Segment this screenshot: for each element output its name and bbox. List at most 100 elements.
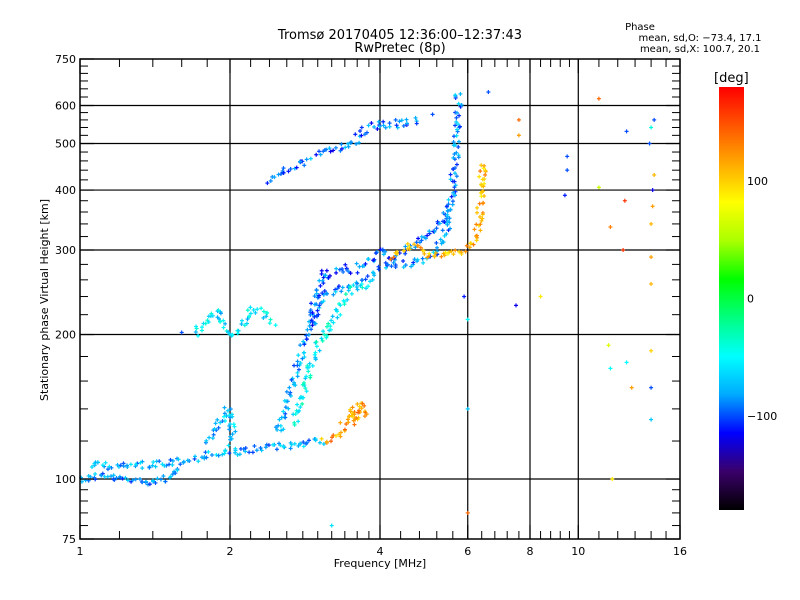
data-point	[225, 408, 230, 413]
data-point	[430, 112, 435, 117]
data-point	[313, 357, 318, 362]
data-point	[456, 101, 461, 106]
data-point	[346, 414, 351, 419]
data-point	[451, 252, 456, 257]
data-point	[216, 308, 221, 313]
data-point	[295, 359, 300, 364]
data-point	[109, 474, 114, 479]
data-point	[411, 260, 416, 265]
data-point	[452, 193, 457, 198]
data-point	[480, 201, 485, 206]
data-point	[326, 275, 331, 280]
data-point	[364, 130, 369, 135]
data-point	[405, 241, 410, 246]
data-point	[465, 510, 470, 515]
data-point	[200, 325, 205, 330]
data-point	[261, 315, 266, 320]
data-point	[465, 406, 470, 411]
data-point	[652, 172, 657, 177]
data-point	[333, 289, 338, 294]
data-point	[336, 284, 341, 289]
data-point	[453, 93, 458, 98]
data-point	[308, 156, 313, 161]
data-point	[352, 422, 357, 427]
data-point	[112, 477, 117, 482]
data-point	[314, 344, 319, 349]
data-point	[255, 307, 260, 312]
data-point	[387, 121, 392, 126]
data-point	[394, 123, 399, 128]
chart-title: Tromsø 20170405 12:36:00–12:37:43	[277, 28, 523, 43]
data-point	[279, 415, 284, 420]
data-point	[100, 463, 105, 468]
data-point	[453, 165, 458, 170]
data-point	[118, 463, 123, 468]
data-point	[303, 386, 308, 391]
data-point	[147, 482, 152, 487]
data-point	[228, 407, 233, 412]
data-point	[128, 462, 133, 467]
data-point	[233, 429, 238, 434]
x-tick-label: 6	[464, 545, 471, 558]
data-point	[414, 121, 419, 126]
data-point	[353, 132, 358, 137]
data-point	[624, 129, 629, 134]
data-point	[181, 460, 186, 465]
data-point	[331, 320, 336, 325]
data-point	[297, 396, 302, 401]
data-point	[354, 261, 359, 266]
data-point	[335, 315, 340, 320]
data-point	[477, 174, 482, 179]
data-point	[274, 447, 279, 452]
data-point	[102, 474, 107, 479]
data-point	[433, 251, 438, 256]
data-point	[170, 458, 175, 463]
data-point	[356, 410, 361, 415]
data-point	[298, 405, 303, 410]
data-point	[218, 311, 223, 316]
data-point	[401, 123, 406, 128]
data-point	[345, 417, 350, 422]
data-point	[348, 285, 353, 290]
data-point	[319, 436, 324, 441]
data-point	[331, 292, 336, 297]
data-point	[359, 406, 364, 411]
y-tick-label: 500	[55, 138, 76, 151]
data-point	[355, 270, 360, 275]
data-point	[439, 254, 444, 259]
data-point	[151, 478, 156, 483]
data-point	[300, 356, 305, 361]
data-point	[268, 178, 273, 183]
data-point	[313, 438, 318, 443]
data-point	[264, 314, 269, 319]
data-point	[277, 441, 282, 446]
data-point	[321, 442, 326, 447]
data-point	[266, 443, 271, 448]
data-point	[288, 166, 293, 171]
data-point	[462, 294, 467, 299]
data-point	[287, 392, 292, 397]
data-point	[420, 256, 425, 261]
data-point	[381, 252, 386, 257]
data-point	[649, 221, 654, 226]
data-point	[478, 190, 483, 195]
data-point	[450, 199, 455, 204]
data-point	[453, 171, 458, 176]
data-point	[474, 233, 479, 238]
data-point	[453, 248, 458, 253]
data-point	[440, 228, 445, 233]
data-point	[622, 198, 627, 203]
data-point	[302, 350, 307, 355]
data-point	[221, 414, 226, 419]
data-point	[228, 437, 233, 442]
data-point	[161, 474, 166, 479]
y-tick-label: 300	[55, 244, 76, 257]
data-point	[328, 327, 333, 332]
data-point	[176, 457, 181, 462]
data-point	[383, 260, 388, 265]
data-point	[153, 464, 158, 469]
data-point	[215, 417, 220, 422]
data-point	[330, 435, 335, 440]
data-point	[296, 353, 301, 358]
data-point	[453, 123, 458, 128]
